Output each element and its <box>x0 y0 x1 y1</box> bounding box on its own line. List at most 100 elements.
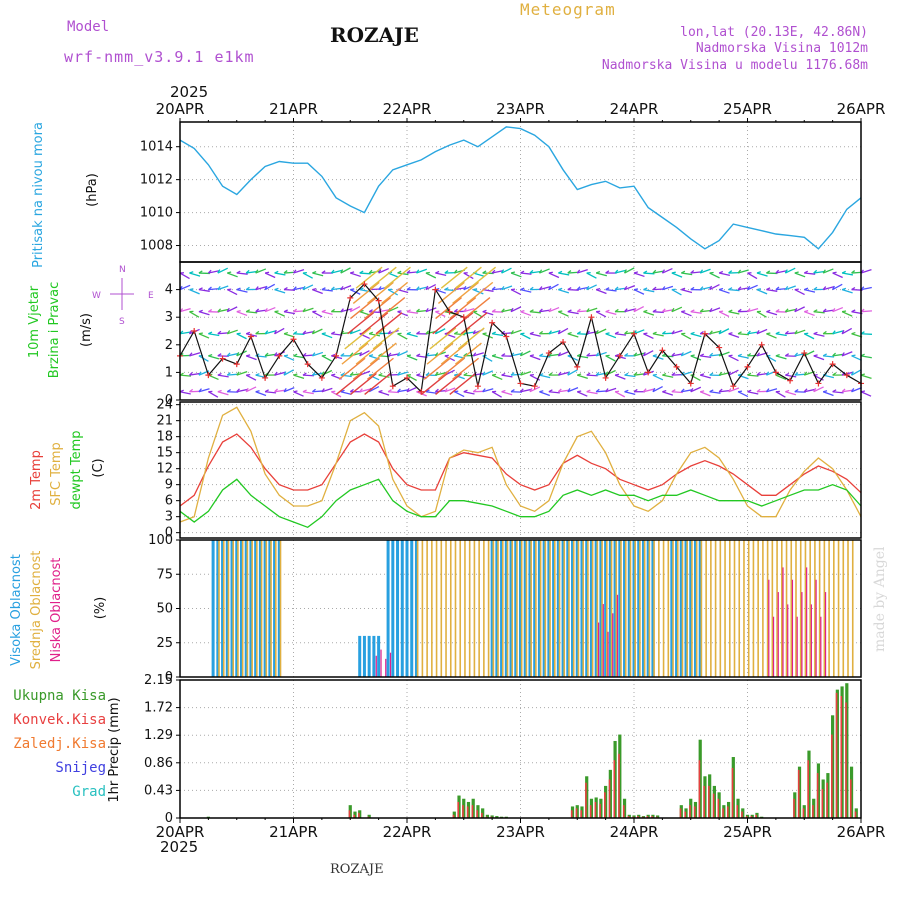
wind-arrow-head <box>444 270 449 274</box>
wind-arrow <box>681 288 693 294</box>
wind-arrow-head <box>718 270 724 274</box>
wind-arrow <box>681 389 693 393</box>
wind-arrow <box>369 270 381 274</box>
wind-arrow-head <box>557 329 561 335</box>
precip-bar-convective <box>816 773 819 818</box>
wind-arrow-head <box>804 332 809 335</box>
precip-legend-4: Grad <box>72 784 106 800</box>
wind-arrow <box>728 355 739 362</box>
wind-arrow-head <box>208 353 213 357</box>
temp-tick-label-1: 3 <box>165 510 173 525</box>
wind-arrow-head <box>662 372 667 376</box>
wind-arrow <box>718 272 731 276</box>
wind-arrow-head <box>605 287 610 291</box>
wind-arrow-strong <box>355 266 383 289</box>
wind-arrow-head <box>359 287 364 291</box>
wind-arrow <box>473 352 484 357</box>
wind-arrow <box>189 372 201 376</box>
wind-arrow <box>264 272 276 279</box>
wind-arrow-head <box>472 388 477 393</box>
wind-arrow-head <box>614 308 619 313</box>
wind-arrow <box>510 306 522 313</box>
date-label-top: 23APR <box>496 100 545 118</box>
wind-arrow-head <box>784 330 789 335</box>
precip-bar-convective <box>689 805 691 818</box>
wind-arrow-head <box>661 286 666 291</box>
wind-arrow <box>756 372 768 376</box>
wind-arrow-head <box>274 287 279 291</box>
wind-arrow-head <box>520 310 525 313</box>
wind-arrow <box>349 289 361 295</box>
wind-arrow <box>435 372 447 376</box>
wind-arrow <box>520 370 532 376</box>
wind-ylabel-sub: Brzina i Pravac <box>47 282 62 379</box>
wind-arrow <box>331 333 343 336</box>
temp-tick-label-2: 6 <box>165 494 173 509</box>
wind-arrow-head <box>434 388 439 393</box>
precip-bar-convective <box>812 805 814 818</box>
wind-arrow-head <box>785 372 790 376</box>
wind-arrow <box>350 272 361 278</box>
wind-arrow <box>444 333 456 338</box>
wind-arrow-head <box>510 288 516 291</box>
wind-arrow <box>491 374 503 381</box>
precip-bar-total <box>613 740 617 818</box>
wind-arrow <box>321 387 333 393</box>
wind-arrow <box>302 284 314 291</box>
wind-arrow <box>841 389 854 393</box>
wind-arrow <box>775 287 787 291</box>
wind-gust-marker <box>588 314 595 321</box>
wind-arrow-strong <box>384 266 411 289</box>
wind-arrow <box>510 329 522 335</box>
wind-arrow <box>766 311 778 316</box>
wind-arrow-head <box>425 271 430 274</box>
wind-arrow <box>548 353 560 357</box>
cloud-tick-label-3: 75 <box>156 567 173 582</box>
wind-arrow <box>217 391 229 396</box>
wind-arrow <box>794 373 806 376</box>
pressure-ylabel: Pritisak na nivou mora <box>31 122 46 268</box>
wind-gust-marker <box>347 294 354 301</box>
wind-arrow-head <box>832 372 837 376</box>
wind-arrow-strong <box>420 372 448 396</box>
wind-arrow <box>274 389 286 393</box>
wind-arrow-head <box>293 286 297 291</box>
wind-arrow <box>529 270 541 274</box>
wind-arrow-head <box>397 310 402 313</box>
wind-arrow-head <box>784 269 788 274</box>
wind-arrow <box>539 286 551 291</box>
wind-arrow <box>312 272 324 277</box>
wind-arrow <box>605 288 617 292</box>
wind-arrow <box>293 391 304 397</box>
wind-arrow-head <box>737 373 743 376</box>
wind-arrow <box>283 386 295 393</box>
wind-arrow <box>491 270 504 274</box>
wind-arrow-head <box>510 330 514 335</box>
wind-gust-marker <box>602 374 609 381</box>
wind-arrow-head <box>766 309 771 313</box>
wind-arrow <box>189 272 201 277</box>
wind-arrow <box>690 386 702 393</box>
wind-arrow-head <box>198 270 203 274</box>
wind-arrow <box>548 391 560 394</box>
precip-bar-convective <box>821 789 824 818</box>
date-label-bottom: 24APR <box>610 823 659 841</box>
wind-arrow <box>264 306 276 313</box>
wind-arrow <box>246 311 258 314</box>
wind-arrow-head <box>747 389 752 393</box>
wind-arrow <box>652 270 664 274</box>
wind-arrow-head <box>643 287 648 291</box>
wind-arrow <box>832 330 844 335</box>
wind-arrow <box>425 284 437 291</box>
cloud-tick-label-1: 25 <box>156 636 173 651</box>
wind-arrow-strong <box>429 327 457 350</box>
wind-arrow <box>643 333 654 339</box>
wind-arrow-strong <box>437 281 465 304</box>
wind-arrow-head <box>576 269 581 274</box>
wind-arrow <box>179 272 190 280</box>
wind-arrow <box>747 331 759 335</box>
wind-arrow-head <box>415 269 420 274</box>
precip-bar-convective <box>712 793 715 818</box>
wind-gust-marker <box>772 369 779 376</box>
